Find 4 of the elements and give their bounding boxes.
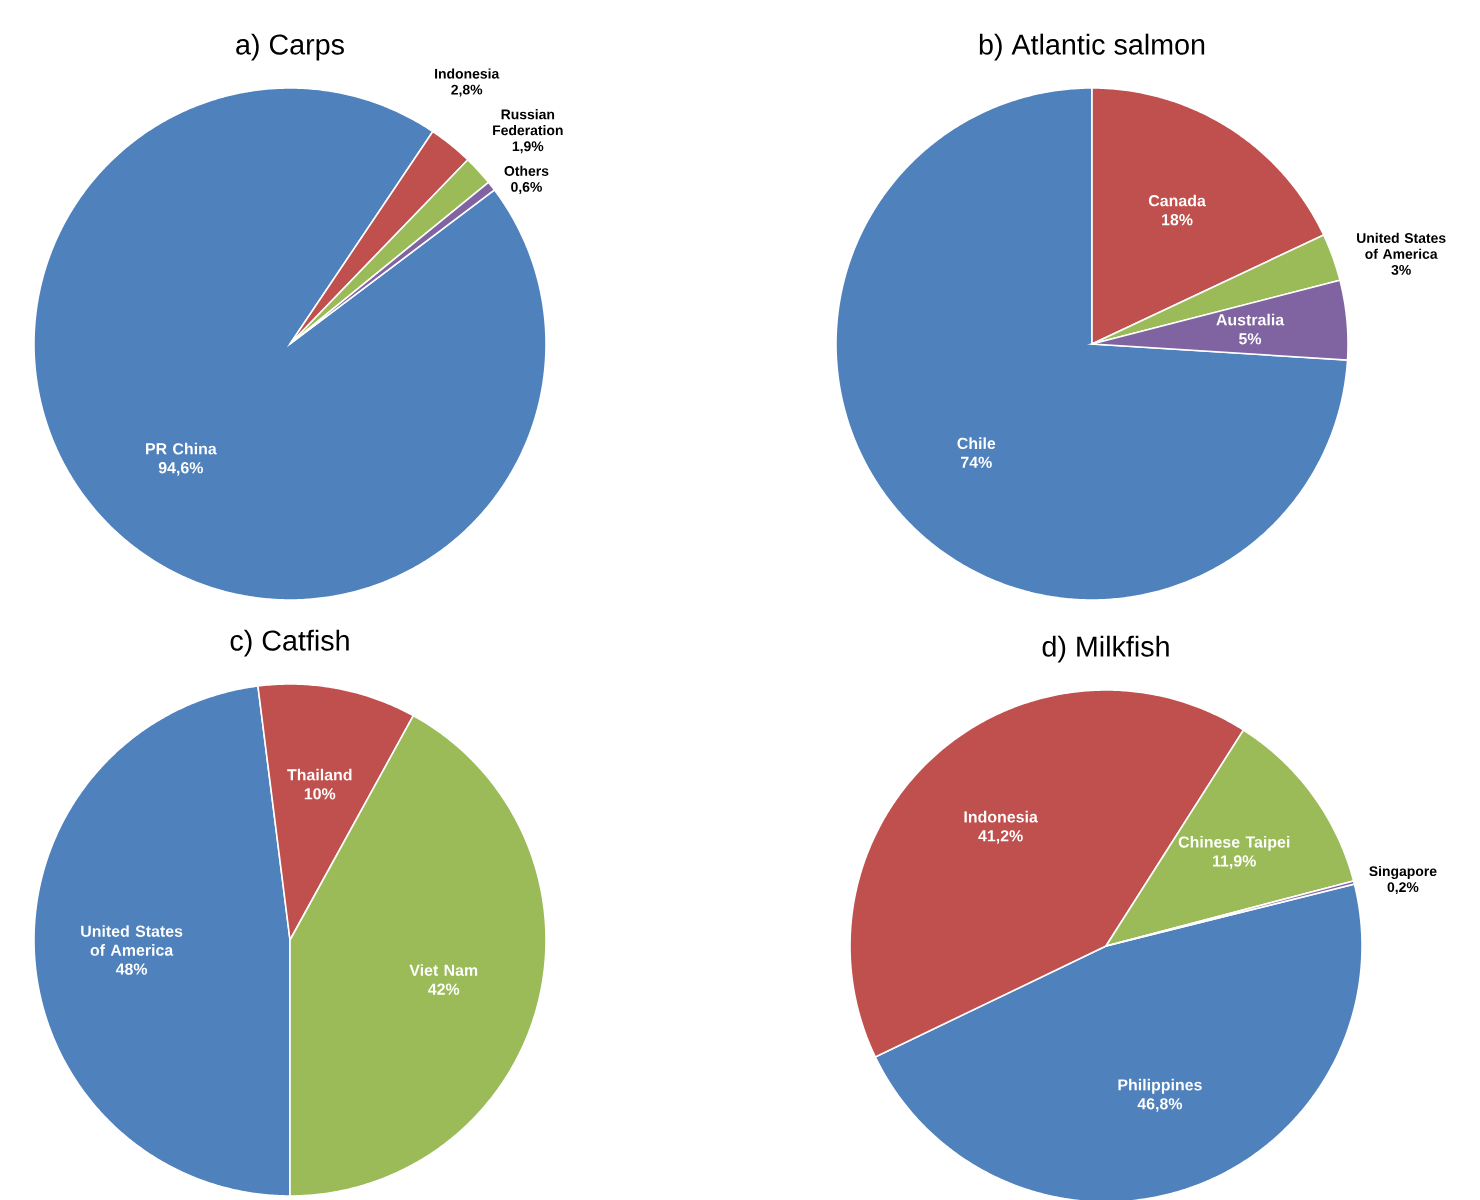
chart-title: d) Milkfish [1042,635,1169,663]
chart-title: b) Atlantic salmon [979,33,1205,61]
chart-title: c) Catfish [230,629,349,657]
chart-title: a) Carps [236,33,344,61]
